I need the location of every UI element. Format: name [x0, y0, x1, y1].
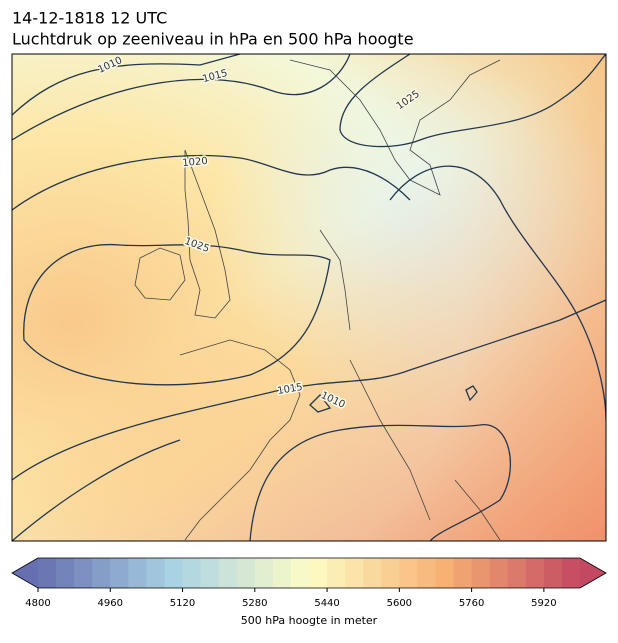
colorbar-band [146, 558, 165, 588]
colorbar-band [92, 558, 111, 588]
colorbar-tick-label: 5120 [170, 598, 195, 609]
colorbar-band [453, 558, 473, 588]
colorbar-band [363, 558, 382, 588]
colorbar-band [327, 558, 346, 588]
colorbar-band [417, 558, 436, 588]
isobar [12, 54, 241, 116]
colorbar-tick-label: 5600 [387, 598, 412, 609]
colorbar: 4800 4960 5120 5280 5440 5600 5760 5920 500 hPa … [11, 557, 607, 627]
isobar [12, 54, 351, 141]
colorbar-band [309, 558, 328, 588]
colorbar-band [74, 558, 93, 588]
isobar [389, 165, 606, 421]
colorbar-band [399, 558, 418, 588]
colorbar-extend-high [580, 558, 606, 588]
colorbar-band [525, 558, 545, 588]
colorbar-band [290, 558, 310, 588]
colorbar-tick-label: 5280 [242, 598, 267, 609]
colorbar-band [381, 558, 400, 588]
colorbar-tick-label: 5760 [459, 598, 484, 609]
isobar [249, 424, 512, 541]
isobar [12, 439, 181, 541]
map [12, 54, 606, 541]
colorbar-band [164, 558, 184, 588]
colorbar-band [182, 558, 202, 588]
isobar [12, 154, 411, 211]
colorbar-band [561, 558, 581, 588]
colorbar-band [254, 558, 274, 588]
colorbar-tick-label: 4800 [25, 598, 50, 609]
isobar [309, 385, 478, 413]
colorbar-band [507, 558, 527, 588]
colorbar-outline [11, 557, 607, 589]
colorbar-band [110, 558, 129, 588]
map-frame [11, 53, 607, 542]
isobar [23, 243, 331, 386]
colorbar-tick-label: 5440 [314, 598, 339, 609]
colorbar-band [56, 558, 75, 588]
colorbar-band [272, 558, 292, 588]
colorbar-tick-label: 5920 [531, 598, 556, 609]
field-warm [12, 54, 606, 541]
colorbar-band [128, 558, 147, 588]
colorbar-band [218, 558, 238, 588]
subtitle: Luchtdruk op zeeniveau in hPa en 500 hPa… [12, 30, 414, 49]
coastline [134, 59, 501, 541]
isobar [339, 54, 606, 148]
colorbar-band [236, 558, 256, 588]
colorbar-band [489, 558, 509, 588]
colorbar-extend-low [12, 558, 38, 588]
colorbar-band [38, 558, 57, 588]
colorbar-label: 500 hPa hoogte in meter [241, 614, 378, 627]
isobar-label: 1020 [182, 156, 208, 169]
colorbar-band [471, 558, 491, 588]
colorbar-band [200, 558, 220, 588]
colorbar-band [345, 558, 364, 588]
isobar [12, 299, 606, 481]
colorbar-band [543, 558, 563, 588]
title: 14-12-1818 12 UTC [12, 9, 167, 28]
colorbar-tick-label: 4960 [98, 598, 123, 609]
colorbar-band [435, 558, 455, 588]
